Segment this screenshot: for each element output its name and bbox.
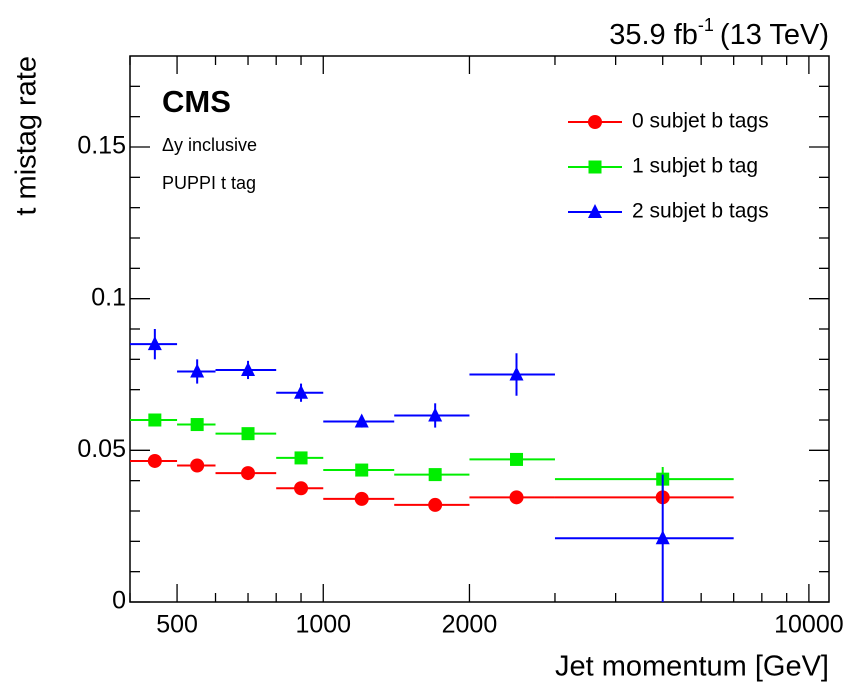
marker [294,481,309,496]
legend-marker [588,204,602,218]
experiment: CMS [162,84,231,119]
marker [354,491,369,506]
legend-marker [588,160,602,174]
annotation: PUPPI t tag [162,173,256,193]
marker [655,530,670,545]
marker [510,452,524,466]
marker [428,497,443,512]
lumi: 35.9 fb [609,19,698,51]
marker [428,407,443,422]
marker [354,413,369,428]
marker [355,463,369,477]
x-axis-title: Jet momentum [GeV] [555,651,829,683]
x-tick-label: 2000 [442,611,498,639]
marker [509,366,524,381]
marker [294,384,309,399]
marker [241,427,255,441]
marker [428,468,442,482]
y-tick-label: 0 [112,587,126,615]
marker [509,490,524,505]
y-axis-title: t mistag rate [11,56,43,216]
legend-text: 1 subjet b tag [632,155,758,178]
marker [241,361,256,376]
energy: (13 TeV) [720,19,829,51]
marker [190,363,205,378]
legend-text: 2 subjet b tags [632,200,769,223]
x-tick-label: 10000 [774,611,844,639]
marker [147,453,162,468]
y-tick-label: 0.15 [77,132,126,160]
marker [190,418,204,432]
legend-marker [588,115,602,129]
x-tick-label: 500 [156,611,198,639]
lumi-label: 35.9 fb-1 (13 TeV) [609,15,829,51]
x-tick-label: 1000 [295,611,351,639]
marker [190,458,205,473]
y-tick-label: 0.1 [91,283,126,311]
annotation: Δy inclusive [162,135,257,155]
legend-text: 0 subjet b tags [632,110,769,133]
y-tick-label: 0.05 [77,435,126,463]
marker [294,451,308,465]
lumi-sup: -1 [698,15,714,35]
marker [241,466,256,481]
marker [148,413,162,427]
marker [147,336,162,351]
